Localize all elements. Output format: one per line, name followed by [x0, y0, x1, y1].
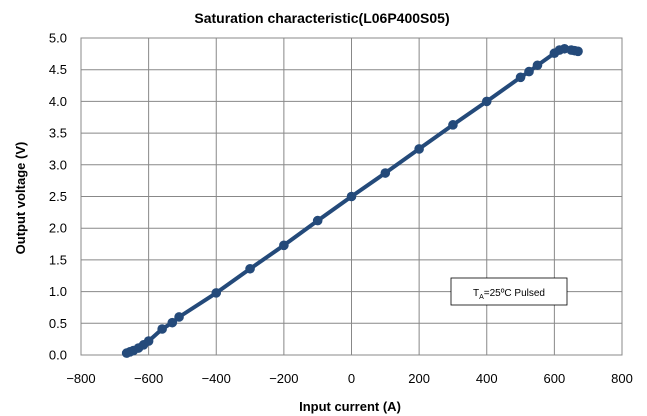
- annotation-text: TA=25ºC Pulsed: [473, 288, 545, 301]
- y-tick-label: 2.0: [49, 221, 67, 236]
- x-tick-label: −400: [202, 371, 231, 386]
- data-point: [448, 120, 458, 130]
- data-point: [532, 60, 543, 71]
- y-tick-label: 1.0: [49, 284, 67, 299]
- x-tick-label: −800: [66, 371, 95, 386]
- x-tick-label: −200: [269, 371, 298, 386]
- x-tick-label: 800: [611, 371, 633, 386]
- data-point: [167, 317, 178, 328]
- temperature-annotation: TA=25ºC Pulsed: [450, 277, 568, 306]
- y-tick-label: 0.0: [49, 348, 67, 363]
- x-tick-label: 600: [544, 371, 566, 386]
- y-tick-label: 4.5: [49, 62, 67, 77]
- annotation-prefix: T: [473, 288, 479, 299]
- data-point: [481, 96, 492, 107]
- data-point: [279, 240, 289, 251]
- x-tick-label: 200: [408, 371, 430, 386]
- data-point: [414, 144, 424, 154]
- series-layer: [121, 43, 583, 358]
- y-tick-label: 2.5: [49, 189, 67, 204]
- data-point: [245, 263, 255, 274]
- plot-frame: [80, 37, 623, 356]
- annotation-box: [450, 277, 568, 306]
- data-point: [515, 72, 526, 83]
- y-tick-label: 1.5: [49, 252, 67, 267]
- data-point: [380, 168, 391, 178]
- y-tick-label: 3.5: [49, 126, 67, 141]
- data-point: [157, 324, 167, 334]
- x-tick-labels: −800 −600 −400 −200 0 200 400 600 800: [66, 371, 633, 386]
- data-point: [143, 336, 154, 346]
- y-tick-labels: 0.0 0.5 1.0 1.5 2.0 2.5 3.0 3.5 4.0 4.5 5.0: [49, 31, 67, 363]
- chart-title: Saturation characteristic(L06P400S05): [194, 10, 449, 26]
- y-tick-label: 5.0: [49, 31, 67, 46]
- data-point: [174, 312, 184, 322]
- y-tick-label: 4.0: [49, 94, 67, 109]
- data-point: [346, 191, 357, 202]
- x-tick-label: 0: [348, 371, 355, 386]
- y-tick-label: 0.5: [49, 316, 67, 331]
- y-tick-label: 3.0: [49, 157, 67, 172]
- data-point: [524, 66, 534, 77]
- annotation-suffix: =25ºC Pulsed: [484, 288, 545, 299]
- x-tick-label: −600: [134, 371, 163, 386]
- y-axis-label: Output voltage (V): [13, 142, 28, 255]
- x-tick-label: 400: [476, 371, 498, 386]
- data-point: [312, 215, 323, 226]
- annotation-subscript: A: [479, 294, 484, 301]
- x-axis-label: Input current (A): [299, 399, 401, 414]
- data-point: [211, 288, 222, 298]
- data-point: [573, 46, 583, 57]
